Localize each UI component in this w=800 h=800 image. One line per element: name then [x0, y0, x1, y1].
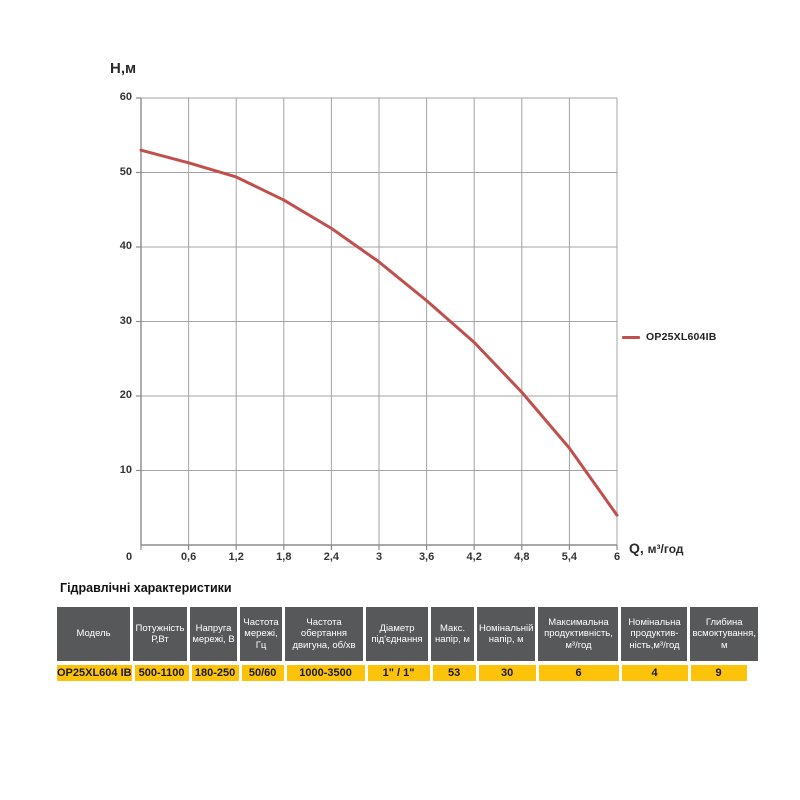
x-tick-label: 4,8 — [514, 551, 530, 563]
table-data-cell: 1" / 1" — [367, 665, 430, 681]
chart-plot-area — [136, 97, 619, 550]
table-data-cell: 4 — [621, 665, 688, 681]
table-header-cell: Глибина всмоктування, м — [690, 607, 758, 661]
table-data-cell: 50/60 — [241, 665, 284, 681]
x-axis-unit: м³/год — [647, 542, 684, 556]
x-tick-label: 1,2 — [228, 551, 244, 563]
y-tick-label: 40 — [119, 240, 132, 252]
table-header-cell: Частота мережі, Гц — [240, 607, 282, 661]
x-axis-symbol: Q, — [629, 540, 644, 556]
table-data-row: OP25XL604 IB 500-1100 180-250 50/60 1000-350… — [57, 665, 747, 681]
hydraulic-characteristics-table: Модель Потужність Р,Вт Напруга мережі, В Ча… — [57, 607, 758, 681]
table-data-cell: 6 — [538, 665, 619, 681]
table-data-cell: 30 — [478, 665, 536, 681]
x-tick-label: 0 — [125, 551, 133, 563]
table-data-cell: 9 — [690, 665, 747, 681]
table-data-cell: 180-250 — [191, 665, 239, 681]
table-header-cell: Частота обертання двигуна, об/хв — [285, 607, 363, 661]
table-header-cell: Діаметр під'єднання — [366, 607, 428, 661]
legend-series-label: OP25XL604IB — [646, 331, 717, 343]
x-tick-label: 6 — [613, 551, 621, 563]
table-header-cell: Номінальна продуктив-ність,м³/год — [621, 607, 688, 661]
legend: OP25XL604IB — [622, 331, 717, 343]
x-tick-label: 5,4 — [561, 551, 578, 563]
x-tick-label: 3,6 — [418, 551, 435, 563]
x-tick-label: 3 — [375, 551, 383, 563]
table-header-row: Модель Потужність Р,Вт Напруга мережі, В Ча… — [57, 607, 758, 661]
table-header-cell: Модель — [57, 607, 130, 661]
x-tick-label: 2,4 — [323, 551, 340, 563]
table-header-cell: Напруга мережі, В — [190, 607, 237, 661]
table-header-cell: Максимальна продуктивність, м³/год — [538, 607, 619, 661]
table-data-cell: OP25XL604 IB — [57, 665, 132, 681]
x-tick-label: 0,6 — [180, 551, 197, 563]
x-axis-title: Q, м³/год — [629, 540, 684, 556]
x-tick-label: 1,8 — [276, 551, 292, 563]
table-data-cell: 500-1100 — [134, 665, 189, 681]
x-tick-label: 4,2 — [466, 551, 482, 563]
table-header-cell: Номінальній напір, м — [477, 607, 536, 661]
table-title: Гідравлічні характеристики — [60, 581, 232, 595]
y-tick-label: 50 — [119, 165, 132, 178]
table-header-cell: Потужність Р,Вт — [133, 607, 187, 661]
y-tick-label: 10 — [119, 463, 132, 476]
y-tick-label: 20 — [119, 389, 132, 401]
table-data-cell: 53 — [432, 665, 476, 681]
table-header-cell: Макс. напір, м — [431, 607, 474, 661]
y-tick-label: 30 — [119, 314, 132, 327]
y-tick-label: 60 — [119, 91, 132, 103]
legend-line-swatch — [622, 335, 640, 339]
y-axis-title: Н,м — [110, 60, 137, 77]
table-data-cell: 1000-3500 — [286, 665, 365, 681]
series-curve — [139, 148, 619, 517]
